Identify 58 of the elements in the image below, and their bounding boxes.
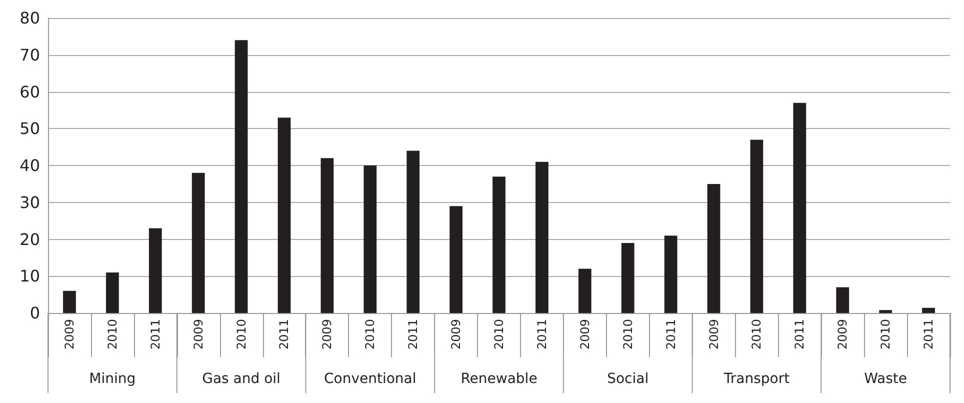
x-tick-label: 2010: [878, 319, 893, 350]
y-tick-label: 80: [20, 8, 40, 28]
bar: [234, 40, 248, 313]
x-tick-label: 2011: [148, 319, 162, 350]
text: Conventional: [324, 371, 416, 387]
bar: [406, 150, 420, 313]
bar: [707, 184, 720, 313]
x-tick-label: 2009: [320, 319, 334, 350]
bar: [922, 308, 935, 313]
text: Mining: [89, 371, 136, 387]
x-tick-label: 2009: [449, 319, 464, 350]
bar: [278, 118, 291, 313]
x-tick-label: 2010: [620, 319, 635, 350]
x-tick-label: 2009: [62, 319, 76, 350]
y-tick-label: 60: [20, 82, 40, 102]
x-tick-label: 2010: [363, 319, 378, 350]
x-tick-label: 2011: [664, 319, 678, 350]
text: Gas and oil: [202, 371, 280, 387]
y-tick-label: 10: [20, 266, 40, 286]
y-tick-label: 20: [20, 230, 40, 249]
bar: [536, 162, 548, 313]
text: Renewable: [460, 371, 538, 387]
y-tick-label: 30: [20, 192, 40, 212]
y-tick-label: 50: [20, 119, 40, 138]
x-tick-label: 2009: [578, 319, 592, 350]
x-tick-label: 2009: [191, 319, 206, 350]
x-tick-label: 2009: [836, 319, 850, 350]
y-tick-label: 70: [20, 45, 40, 64]
bar: [664, 236, 678, 313]
bar: [364, 166, 377, 313]
bar: [148, 228, 162, 313]
x-tick-label: 2010: [750, 319, 764, 350]
bar: [578, 268, 592, 313]
text: Social: [607, 371, 649, 387]
x-tick-label: 2010: [234, 319, 248, 350]
x-tick-label: 2011: [534, 319, 549, 350]
y-tick-label: 40: [20, 156, 40, 175]
text: Waste: [864, 371, 908, 387]
bar: [793, 102, 806, 313]
x-tick-label: 2010: [492, 319, 506, 350]
y-tick-label: 0: [30, 304, 40, 322]
bar: [450, 206, 462, 313]
text: Transport: [722, 371, 790, 387]
bar: [192, 172, 205, 313]
x-tick-label: 2011: [922, 319, 936, 350]
x-tick-label: 2011: [406, 319, 420, 350]
x-tick-label: 2010: [105, 319, 120, 350]
bar: [106, 272, 119, 313]
bar: [63, 290, 76, 313]
bar: [836, 287, 850, 313]
bar: [492, 176, 506, 313]
bar: [750, 140, 764, 313]
bar: [621, 242, 634, 313]
bar: [320, 158, 334, 313]
x-tick-label: 2009: [706, 319, 721, 350]
x-tick-label: 2011: [277, 319, 292, 350]
x-tick-label: 2011: [792, 319, 807, 350]
bar: [879, 310, 892, 313]
